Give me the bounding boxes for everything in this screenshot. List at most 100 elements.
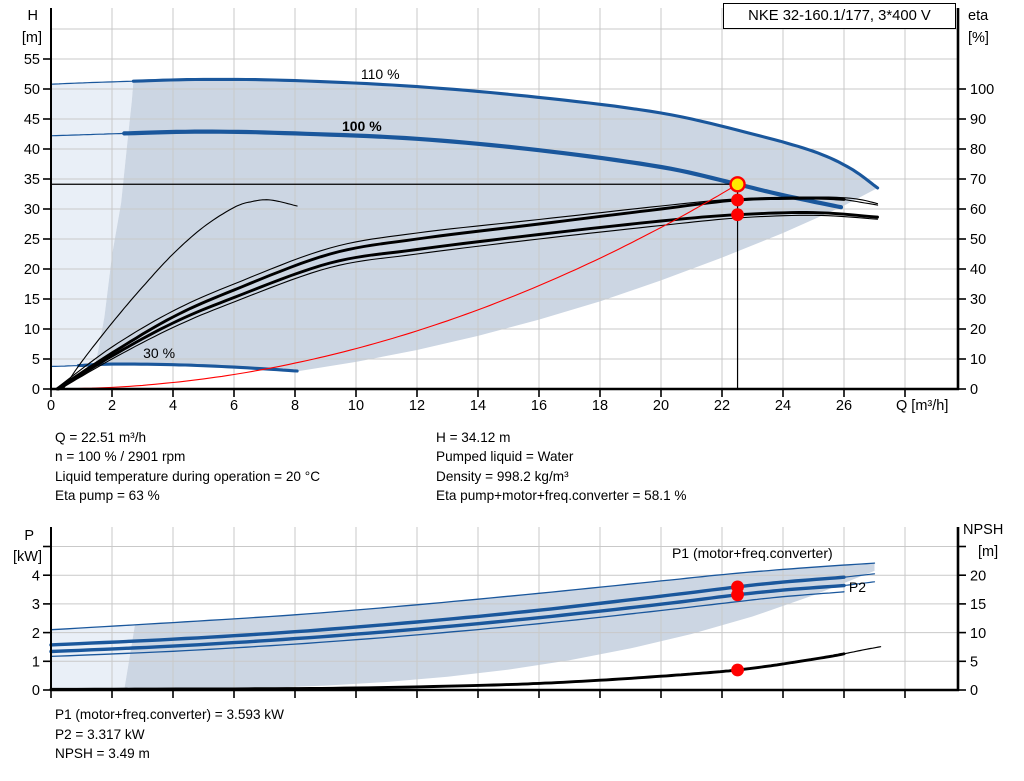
h-chart-curve-speed-30-start (50, 365, 79, 368)
pump-title-box: NKE 32-160.1/177, 3*400 V (723, 3, 956, 29)
h-chart-right-tick-label: 30 (970, 292, 986, 308)
h-axis-unit: [m] (22, 30, 42, 46)
h-chart-x-tick-label: 16 (531, 398, 547, 414)
p-chart-envelope-light (51, 625, 135, 690)
p-chart-left-tick-label: 3 (32, 597, 40, 613)
h-chart-curve-eta-pump (55, 196, 846, 391)
p-chart-left-tick-label: 1 (32, 655, 40, 671)
h-chart-right-tick-label: 90 (970, 112, 986, 128)
h-chart-envelope-light (51, 81, 134, 367)
h-chart-curve-speed-110 (131, 77, 880, 190)
h-chart-left-tick-label: 15 (24, 292, 40, 308)
info-line-temperature: Liquid temperature during operation = 20… (55, 468, 321, 484)
p-chart-curve-p1-upper-thin (50, 562, 876, 631)
p-chart-right-tick-label: 20 (970, 568, 986, 584)
info-line-p2: P2 = 3.317 kW (55, 726, 145, 742)
h-chart-left-tick-label: 55 (24, 52, 40, 68)
p-chart-right-tick-label: 10 (970, 626, 986, 642)
info-line-eta-pump: Eta pump = 63 % (55, 487, 160, 503)
info-line-density: Density = 998.2 kg/m³ (436, 468, 569, 484)
info-line-liquid: Pumped liquid = Water (436, 449, 574, 465)
p2-duty-dot (731, 588, 744, 602)
h-chart-left-tick-label: 50 (24, 82, 40, 98)
eta-pump-duty-dot (731, 193, 744, 207)
h-chart-left-tick-label: 20 (24, 262, 40, 278)
duty-point-marker (729, 176, 746, 193)
h-chart-curve-system-curve (50, 183, 739, 390)
h-chart-x-tick-label: 18 (592, 398, 608, 414)
p-chart-curve-p2 (49, 583, 846, 654)
h-chart-curve-eta-pump-ext (843, 198, 879, 206)
npsh-axis-unit: [m] (978, 544, 998, 560)
p-chart-curve-p1 (49, 575, 846, 647)
p-chart-curve-p2-ext (843, 581, 876, 587)
h-chart-left-tick-label: 0 (32, 382, 40, 398)
info-line-head: H = 34.12 m (436, 430, 511, 445)
h-chart-right-tick-label: 50 (970, 232, 986, 248)
h-chart-curve-speed-110-start (50, 80, 134, 85)
q-axis-label: Q [m³/h] (896, 398, 948, 414)
h-chart-x-tick-label: 0 (47, 398, 55, 414)
h-chart-curve-eta-total (57, 211, 879, 391)
duty-info-right: H = 34.12 m Pumped liquid = Water Densit… (436, 428, 687, 505)
h-chart-right-tick-label: 10 (970, 352, 986, 368)
h-chart-left-tick-label: 45 (24, 112, 40, 128)
h-chart-curve-speed-100 (122, 129, 844, 210)
h-chart-x-tick-label: 20 (653, 398, 669, 414)
power-info-block: P1 (motor+freq.converter) = 3.593 kW P2 … (55, 705, 284, 764)
p-chart-left-tick-label: 0 (32, 683, 40, 699)
h-chart-curve-label: 100 % (342, 118, 382, 134)
eta-total-duty-dot (731, 208, 744, 222)
h-chart-x-tick-label: 24 (775, 398, 791, 414)
h-chart-left-tick-label: 35 (24, 172, 40, 188)
h-chart-curve-eta-total-thin (59, 214, 879, 390)
h-chart-right-tick-label: 40 (970, 262, 986, 278)
pump-title: NKE 32-160.1/177, 3*400 V (748, 8, 931, 24)
h-chart-right-tick-label: 80 (970, 142, 986, 158)
h-chart-curve-label: 110 % (361, 66, 400, 82)
h-chart-curve-speed-100-start (50, 132, 125, 137)
info-line-q: Q = 22.51 m³/h (55, 430, 147, 445)
p-axis-label: P (24, 528, 34, 544)
h-chart-x-tick-label: 12 (409, 398, 425, 414)
h-chart-x-tick-label: 4 (169, 398, 177, 414)
h-chart-right-tick-label: 20 (970, 322, 986, 338)
info-line-eta-total: Eta pump+motor+freq.converter = 58.1 % (436, 487, 687, 503)
p-chart-envelope-dark (124, 563, 875, 690)
h-axis-label: H (28, 8, 38, 24)
p-chart-curve-npsh (49, 652, 846, 691)
p-chart-curve-label: P1 (motor+freq.converter) (672, 545, 833, 561)
h-chart-right-tick-label: 0 (970, 382, 978, 398)
p-chart-curve-npsh-ext (843, 646, 882, 655)
duty-info-left: Q = 22.51 m³/h n = 100 % / 2901 rpm Liqu… (55, 428, 320, 505)
p-chart-curve-p1-ext (843, 573, 876, 578)
p-chart-right-tick-label: 0 (970, 683, 978, 699)
p-chart-left-tick-label: 2 (32, 626, 40, 642)
h-chart-curve-eta-small (62, 199, 298, 390)
p-axis-unit: [kW] (13, 549, 42, 565)
info-line-npsh: NPSH = 3.49 m (55, 746, 150, 762)
h-chart-right-tick-label: 70 (970, 172, 986, 188)
h-chart-right-tick-label: 60 (970, 202, 986, 218)
h-chart-right-tick-label: 100 (970, 82, 994, 98)
h-chart-x-tick-label: 14 (470, 398, 486, 414)
npsh-axis-label: NPSH (963, 522, 1003, 538)
h-chart-x-tick-label: 6 (230, 398, 238, 414)
info-line-speed: n = 100 % / 2901 rpm (55, 449, 186, 465)
h-chart-left-tick-label: 10 (24, 322, 40, 338)
h-chart-x-tick-label: 10 (348, 398, 364, 414)
p-chart-left-tick-label: 4 (32, 568, 40, 584)
h-chart-left-tick-label: 40 (24, 142, 40, 158)
h-chart-x-tick-label: 8 (291, 398, 299, 414)
h-chart-curve-label: 30 % (143, 345, 175, 361)
h-chart-left-tick-label: 25 (24, 232, 40, 248)
info-line-p1: P1 (motor+freq.converter) = 3.593 kW (55, 707, 284, 722)
p-chart-right-tick-label: 5 (970, 655, 978, 671)
eta-axis-label: eta (968, 8, 989, 24)
h-chart-x-tick-label: 22 (714, 398, 730, 414)
h-chart-x-tick-label: 2 (108, 398, 116, 414)
h-chart-x-tick-label: 26 (836, 398, 852, 414)
p-chart-curve-p-lower-thin (50, 591, 845, 658)
